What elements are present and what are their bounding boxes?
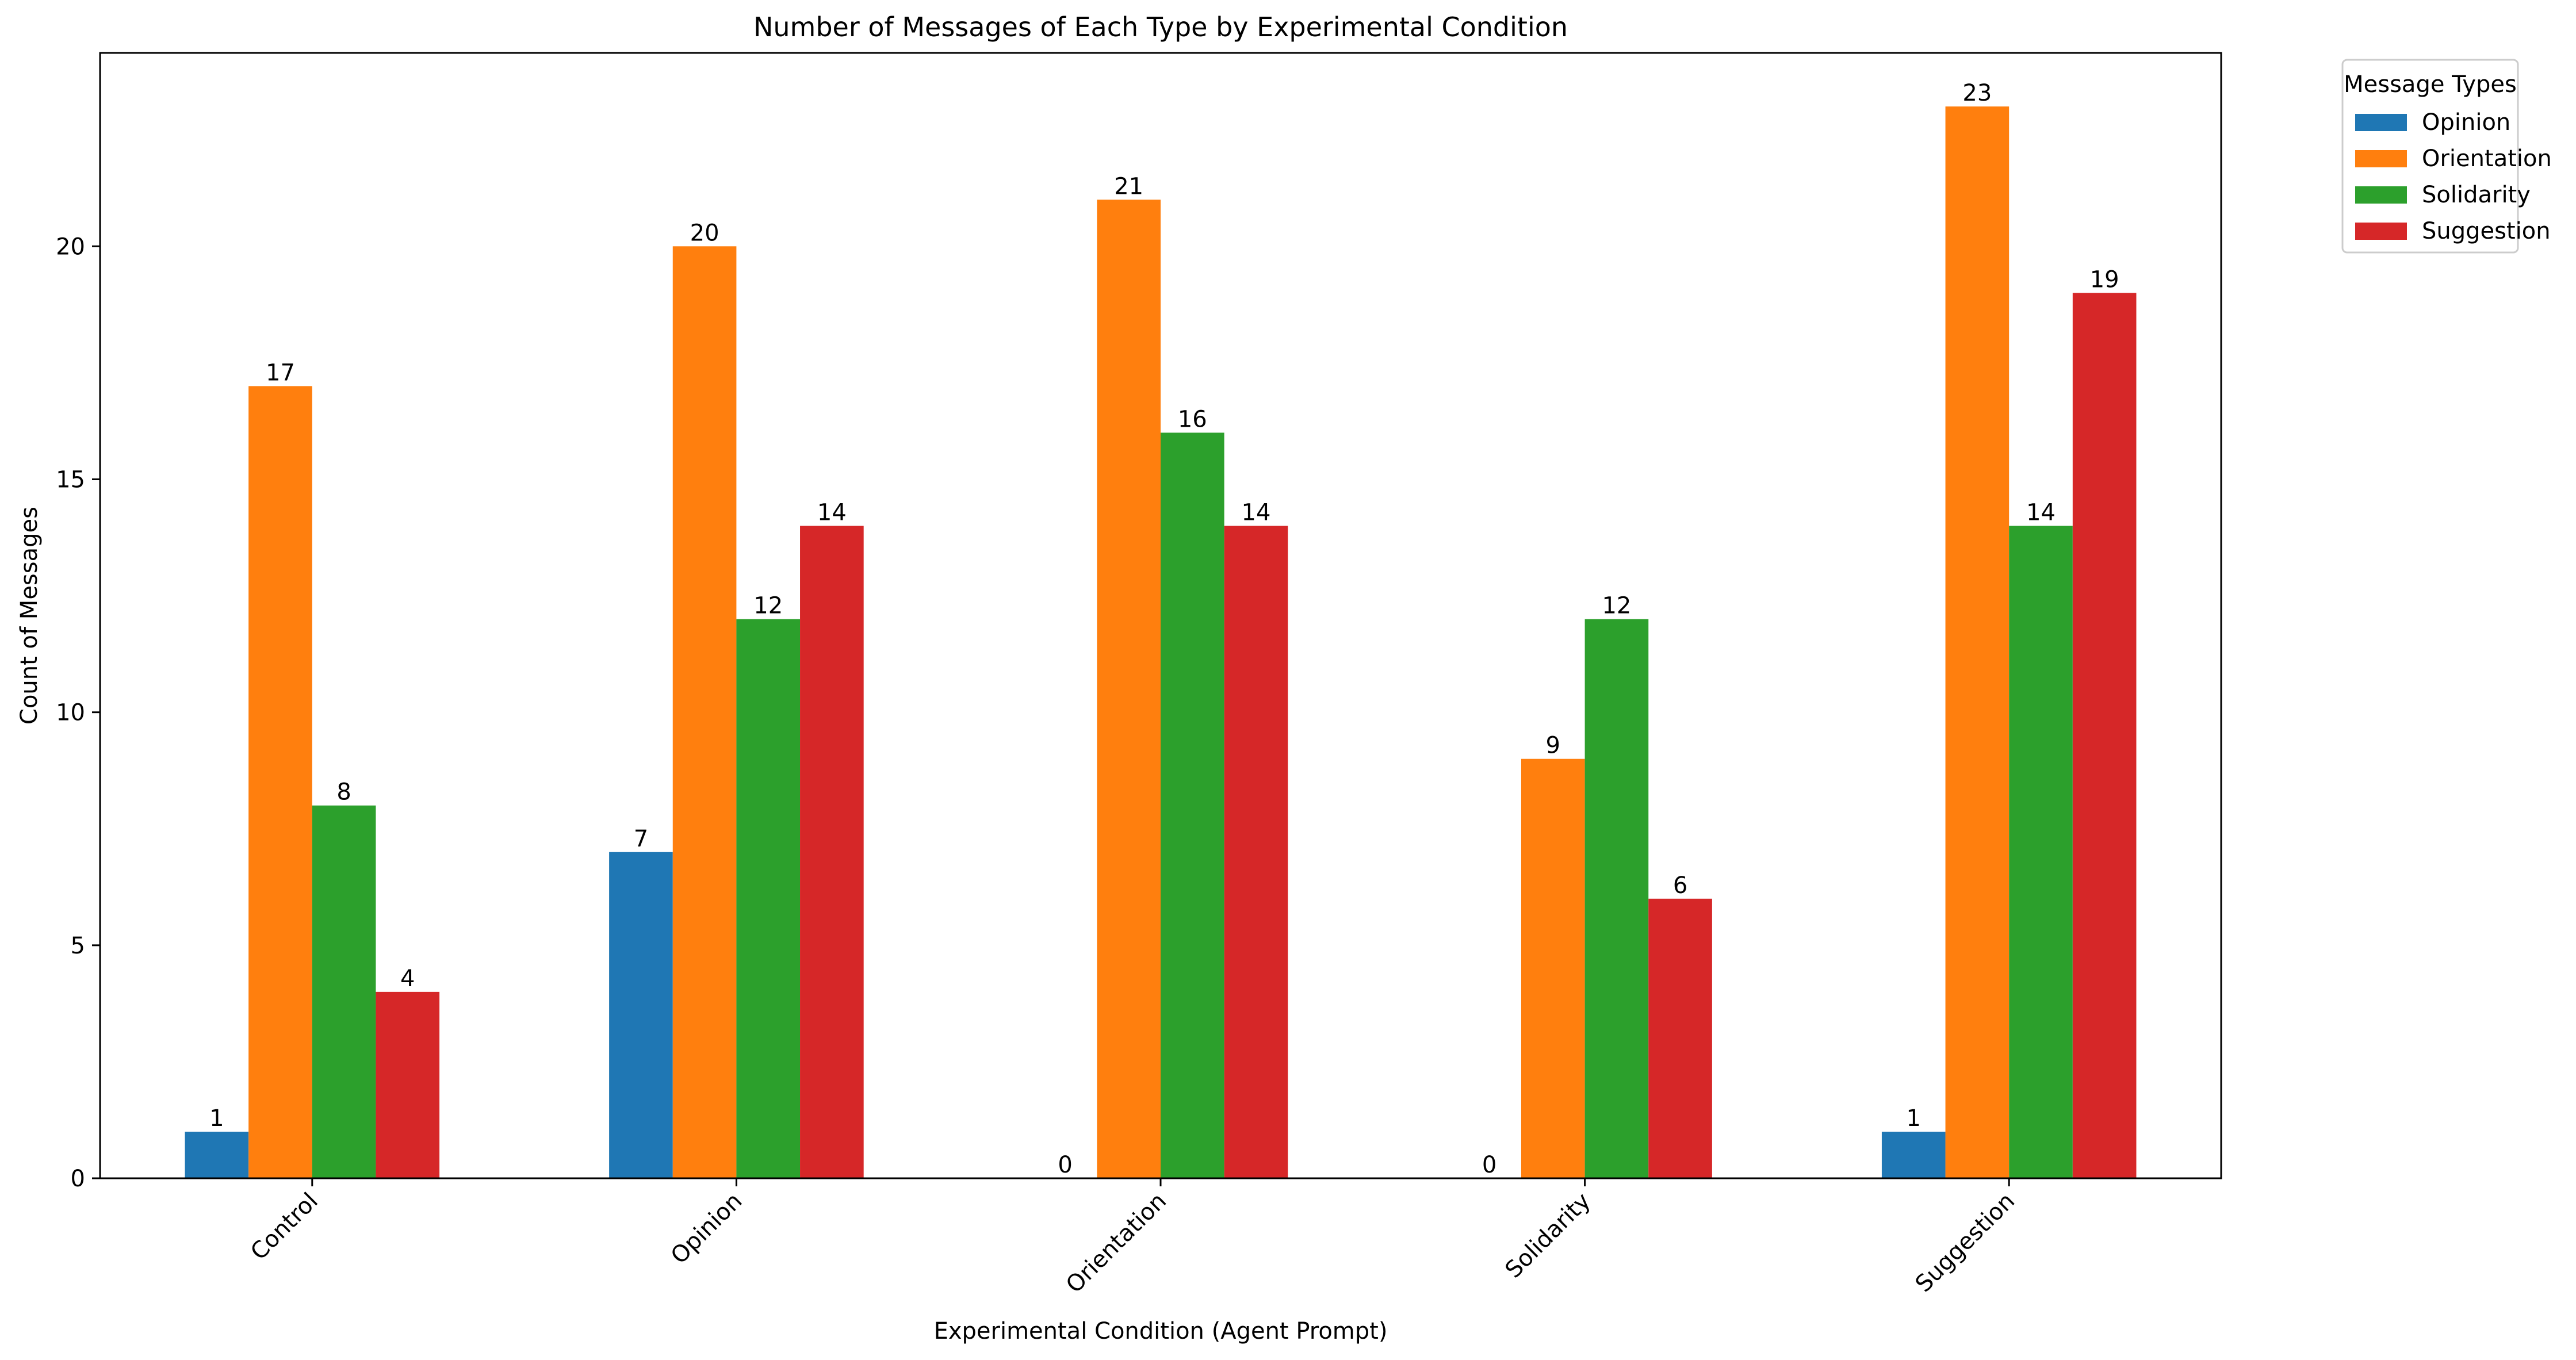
legend-box: [2341, 59, 2519, 254]
bar-solidarity-suggestion: [1648, 898, 1712, 1178]
y-axis-label-group: Count of Messages: [16, 507, 43, 725]
bar-orientation-orientation: [1097, 200, 1161, 1178]
y-tick-label: 5: [71, 933, 85, 959]
legend-label-suggestion: Suggestion: [2422, 218, 2551, 244]
y-ticks-layer: 0 5 10 15 20: [56, 233, 100, 1192]
bar-opinion-opinion: [609, 852, 673, 1178]
x-tick-label-suggestion: Suggestion: [1911, 1188, 2020, 1298]
bar-value-label: 16: [1178, 406, 1207, 432]
bar-control-suggestion: [376, 991, 440, 1178]
bar-value-label: 4: [400, 966, 415, 992]
x-tick-label-opinion: Opinion: [666, 1188, 748, 1270]
bar-suggestion-orientation: [1945, 106, 2009, 1179]
bar-suggestion-solidarity: [2009, 526, 2073, 1178]
bar-value-label: 20: [690, 220, 719, 246]
legend-label-solidarity: Solidarity: [2422, 182, 2531, 208]
bar-value-label: 1: [1907, 1105, 1921, 1132]
legend-title: Message Types: [2344, 71, 2517, 98]
bar-value-label: 8: [336, 779, 351, 806]
legend-label-orientation: Orientation: [2422, 145, 2552, 172]
bar-suggestion-suggestion: [2072, 293, 2137, 1178]
legend-swatch-suggestion: [2355, 223, 2407, 240]
chart-title: Number of Messages of Each Type by Exper…: [753, 12, 1568, 43]
bar-value-label: 19: [2090, 266, 2119, 293]
plot-frame: [99, 52, 2222, 1179]
bar-control-orientation: [248, 386, 312, 1179]
bar-value-label: 14: [817, 500, 847, 526]
bar-value-label: 12: [1602, 593, 1631, 619]
bar-opinion-orientation: [672, 246, 737, 1179]
bars-layer: [185, 106, 2137, 1179]
bar-value-label: 9: [1546, 733, 1560, 759]
bar-value-label: 12: [753, 593, 783, 619]
legend-swatch-solidarity: [2355, 186, 2407, 204]
bar-value-label: 14: [1242, 500, 1271, 526]
y-tick-label: 10: [56, 700, 85, 726]
bar-value-label: 23: [1962, 80, 1992, 106]
legend-swatch-opinion: [2355, 114, 2407, 131]
bar-value-label: 7: [634, 826, 648, 852]
x-axis-label: Experimental Condition (Agent Prompt): [934, 1318, 1388, 1344]
x-tick-label-control: Control: [246, 1188, 323, 1266]
bar-solidarity-solidarity: [1584, 619, 1649, 1178]
legend[interactable]: Message Types Opinion Orientation Solidari…: [2341, 59, 2552, 254]
legend-swatch-orientation: [2355, 150, 2407, 167]
bar-value-label: 6: [1673, 872, 1687, 899]
bar-orientation-solidarity: [1161, 432, 1224, 1179]
y-tick-label: 0: [71, 1166, 85, 1192]
x-tick-label-orientation: Orientation: [1061, 1188, 1172, 1298]
bar-opinion-suggestion: [800, 526, 864, 1178]
bar-control-solidarity: [312, 805, 376, 1178]
bar-value-label: 14: [2026, 500, 2056, 526]
x-tick-label-solidarity: Solidarity: [1501, 1188, 1596, 1284]
bar-value-label: 0: [1482, 1152, 1496, 1178]
bar-value-label: 21: [1114, 173, 1143, 200]
bar-control-opinion: [185, 1131, 249, 1178]
legend-items: Opinion Orientation Solidarity Suggestion: [2355, 109, 2552, 244]
bar-suggestion-opinion: [1881, 1131, 1946, 1178]
bar-orientation-suggestion: [1224, 526, 1288, 1178]
bar-opinion-solidarity: [736, 619, 801, 1178]
bar-value-label: 1: [209, 1105, 224, 1132]
y-tick-label: 15: [56, 466, 85, 493]
y-tick-label: 20: [56, 233, 85, 260]
legend-label-opinion: Opinion: [2422, 109, 2510, 136]
bar-solidarity-orientation: [1521, 758, 1585, 1178]
bar-value-label: 17: [266, 359, 295, 386]
x-ticks-layer: Control Opinion Orientation Solidarity Sugge…: [246, 1178, 2020, 1298]
y-axis-label: Count of Messages: [16, 507, 43, 725]
bar-value-label: 0: [1058, 1152, 1072, 1178]
